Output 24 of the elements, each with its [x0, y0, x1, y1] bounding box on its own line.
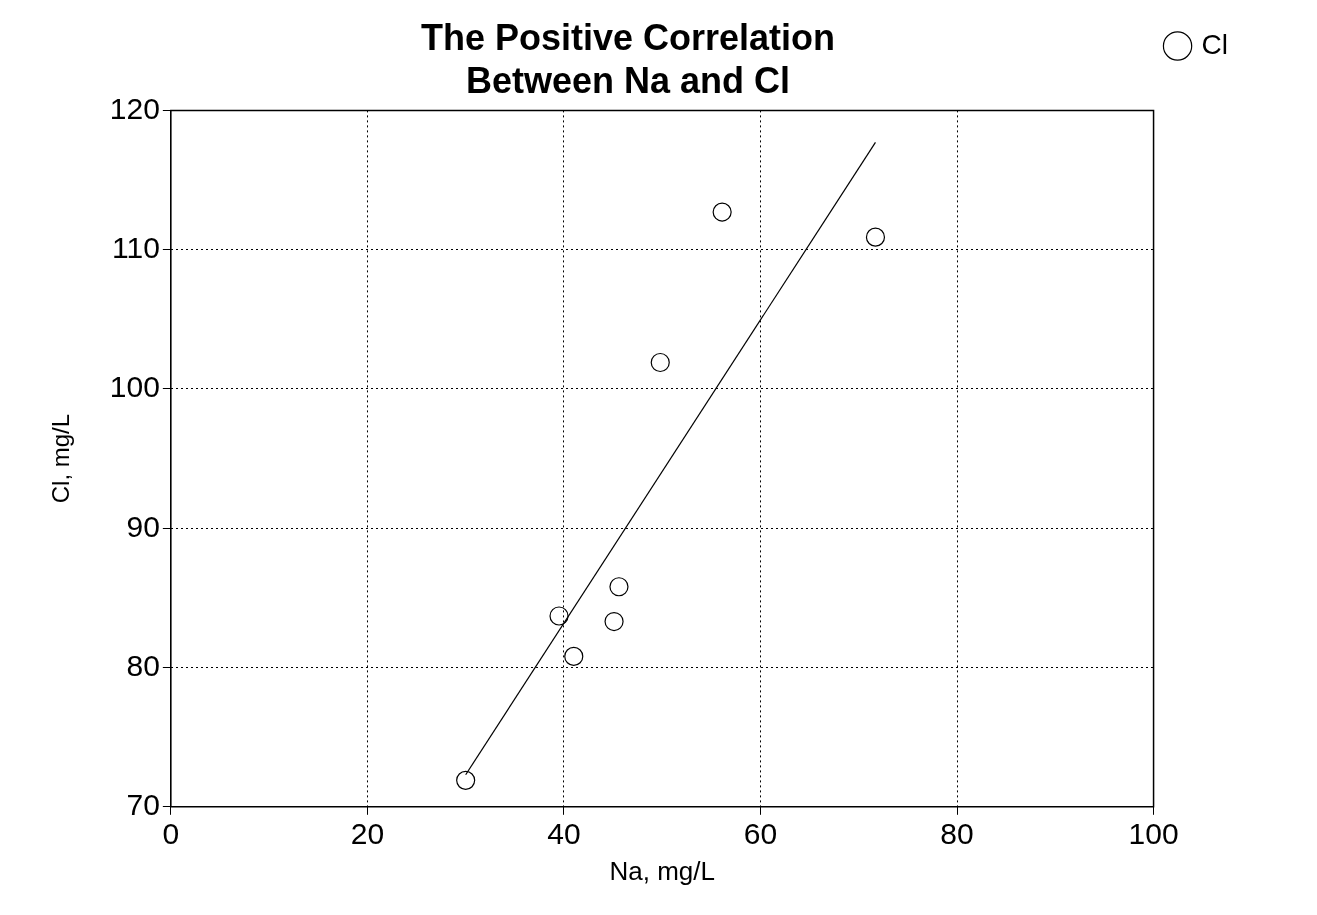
point: [865, 227, 886, 247]
point: [604, 611, 624, 632]
legend-label: Cl: [1201, 28, 1229, 60]
y-tick-label: 120: [109, 91, 160, 125]
point: [549, 606, 569, 626]
point: [564, 646, 584, 666]
x-tick-label: 80: [940, 817, 974, 851]
y-tick-label: 70: [126, 788, 160, 822]
chart-title: The Positive Correlation Between Na and Cl: [420, 16, 836, 101]
x-tick-label: 20: [350, 817, 385, 851]
y-tick-label: 110: [112, 230, 160, 264]
point: [609, 577, 629, 597]
y-tick-label: 90: [126, 509, 160, 543]
x-tick-label: 100: [1128, 817, 1179, 851]
x-tick-label: 0: [162, 817, 180, 851]
point: [650, 352, 670, 373]
point: [712, 202, 732, 222]
y-tick-label: 100: [109, 370, 160, 404]
x-tick-label: 40: [547, 817, 581, 851]
x-tick-label: 60: [743, 817, 778, 851]
y-axis-title: Cl, mg/L: [47, 413, 75, 504]
y-tick-label: 80: [126, 648, 160, 682]
x-axis-title: Na, mg/L: [609, 855, 715, 886]
point: [456, 770, 476, 790]
